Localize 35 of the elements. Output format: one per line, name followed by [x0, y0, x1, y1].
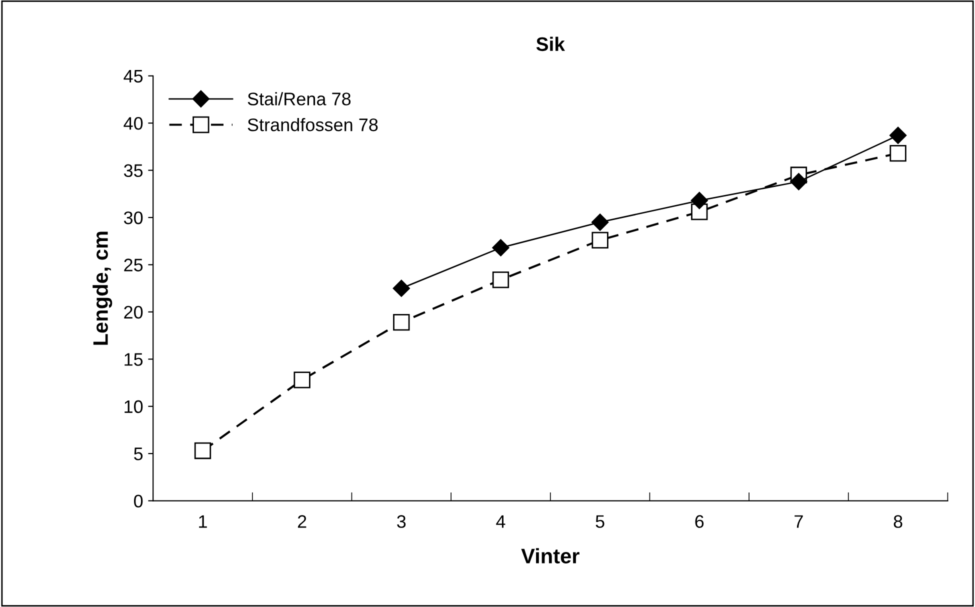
x-tick-label: 3 [397, 515, 406, 528]
y-tick-label: 25 [124, 258, 143, 272]
y-tick-label: 30 [124, 211, 143, 224]
point [492, 239, 510, 256]
point [592, 232, 608, 249]
point [393, 314, 410, 331]
x-tick-label: 1 [199, 515, 207, 528]
chart-title: Sik [536, 36, 565, 52]
y-tick-label: 20 [124, 306, 143, 319]
x-axis-title: Vinter [521, 548, 580, 564]
x-tick-label: 8 [894, 515, 902, 528]
y-tick-label: 0 [134, 494, 143, 508]
x-tick-label: 2 [298, 515, 306, 528]
point [294, 372, 310, 388]
point [690, 192, 708, 210]
y-tick-label: 5 [134, 448, 143, 460]
point [492, 271, 510, 288]
point [194, 442, 212, 460]
y-tick-label: 15 [124, 353, 143, 366]
y-axis-title: Lengde, cm [92, 232, 112, 345]
x-tick-label: 7 [794, 515, 803, 528]
legend-label: Strandfossen 78 [248, 118, 378, 132]
point [392, 280, 410, 297]
point [889, 126, 907, 144]
y-tick-label: 10 [124, 400, 143, 414]
y-tick-label: 45 [124, 70, 143, 83]
x-tick-label: 4 [496, 515, 506, 528]
point [790, 173, 808, 190]
y-tick-label: 40 [124, 117, 143, 130]
x-tick-label: 5 [596, 515, 604, 528]
point [592, 214, 609, 231]
point [890, 144, 906, 162]
legend-label: Stai/Rena 78 [248, 92, 351, 106]
y-tick-label: 35 [124, 164, 143, 178]
x-tick-label: 6 [695, 515, 704, 528]
